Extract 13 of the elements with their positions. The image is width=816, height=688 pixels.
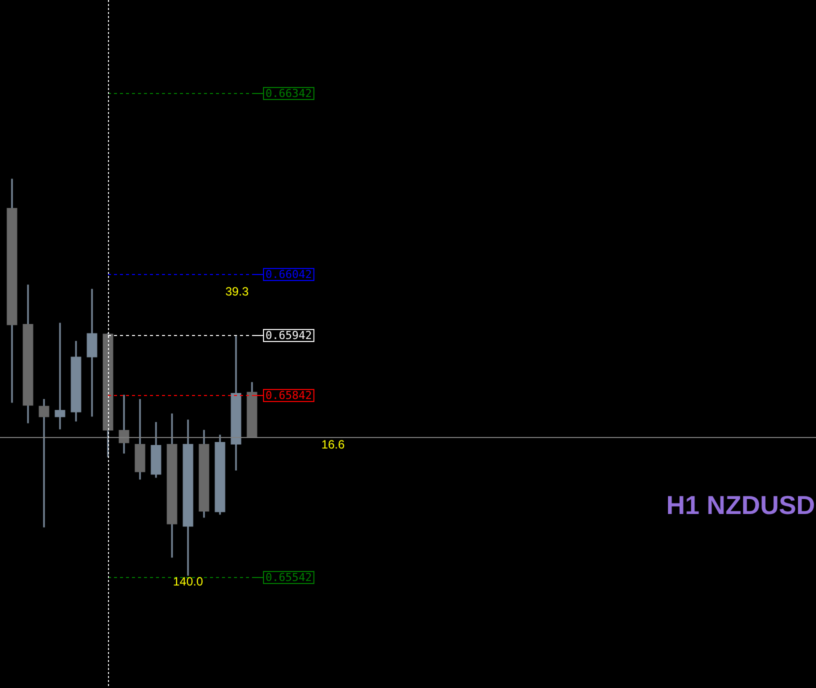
ref-line-label: 0.65842 [266, 388, 312, 402]
ref-line-label: 0.65942 [266, 328, 312, 342]
annotation: 140.0 [172, 574, 204, 588]
text: H1 NZDUSD [666, 490, 815, 520]
candlestick [38, 399, 50, 528]
ref-line-label: 0.66342 [266, 86, 312, 100]
candlestick [118, 394, 130, 454]
candlestick [54, 322, 66, 430]
candlestick [86, 288, 98, 417]
ref-line-label: 0.66042 [266, 268, 312, 281]
annotation: 39.3 [225, 284, 249, 298]
text: 16.6 [321, 437, 345, 452]
ref-line-label: 0.65542 [266, 570, 312, 584]
